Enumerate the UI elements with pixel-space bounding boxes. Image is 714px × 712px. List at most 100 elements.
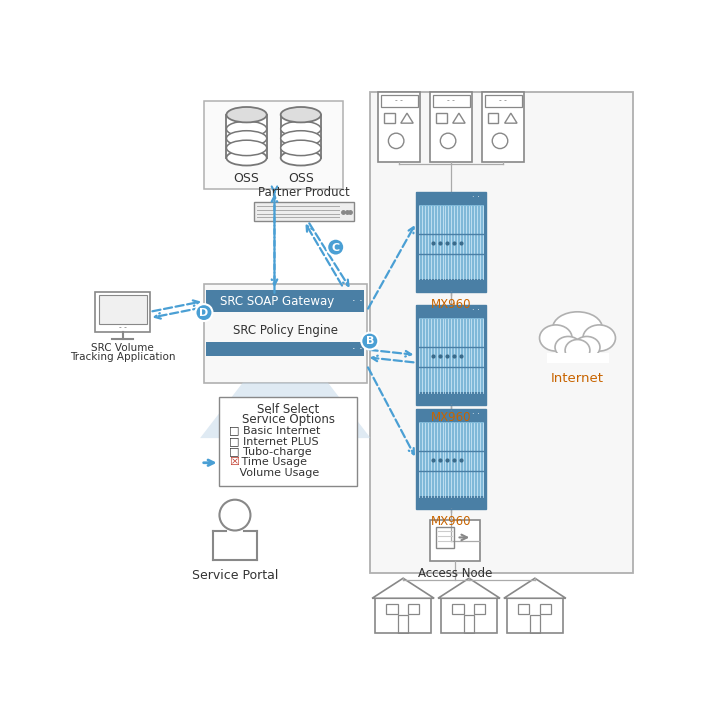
Ellipse shape bbox=[540, 325, 572, 351]
Polygon shape bbox=[372, 578, 434, 598]
Ellipse shape bbox=[226, 131, 267, 146]
Ellipse shape bbox=[583, 325, 615, 351]
Ellipse shape bbox=[226, 121, 267, 137]
Ellipse shape bbox=[553, 312, 603, 344]
Bar bbox=[416, 315, 486, 394]
Text: Access Node: Access Node bbox=[418, 567, 492, 580]
Ellipse shape bbox=[281, 121, 321, 137]
Text: Volume Usage: Volume Usage bbox=[228, 468, 319, 478]
Text: MX960: MX960 bbox=[431, 298, 471, 311]
Bar bbox=[253, 202, 354, 221]
Bar bbox=[281, 115, 321, 158]
Ellipse shape bbox=[281, 107, 321, 122]
Bar bbox=[416, 409, 486, 419]
Bar bbox=[416, 305, 486, 315]
Bar bbox=[416, 419, 486, 498]
Bar bbox=[464, 615, 473, 633]
Bar bbox=[540, 604, 551, 614]
Text: B: B bbox=[366, 337, 374, 347]
Text: ☒: ☒ bbox=[228, 457, 238, 467]
Bar bbox=[386, 604, 398, 614]
Bar bbox=[376, 598, 431, 633]
Polygon shape bbox=[438, 578, 500, 598]
Bar bbox=[398, 615, 408, 633]
Bar bbox=[433, 95, 470, 107]
Text: Internet: Internet bbox=[551, 372, 604, 385]
Bar bbox=[416, 498, 486, 509]
Text: □ Basic Internet: □ Basic Internet bbox=[228, 425, 320, 435]
Bar bbox=[431, 92, 472, 162]
Text: SRC Volume: SRC Volume bbox=[91, 342, 154, 352]
Bar bbox=[518, 604, 530, 614]
Bar bbox=[507, 598, 563, 633]
Ellipse shape bbox=[573, 337, 600, 358]
Text: · ·: · · bbox=[352, 296, 363, 306]
Bar bbox=[416, 305, 486, 405]
Bar bbox=[482, 92, 524, 162]
Text: · ·: · · bbox=[472, 409, 480, 419]
Text: MX960: MX960 bbox=[431, 411, 471, 424]
Bar bbox=[488, 113, 498, 123]
Text: D: D bbox=[199, 308, 208, 318]
Bar bbox=[485, 95, 522, 107]
Text: - -: - - bbox=[396, 96, 403, 105]
Bar bbox=[531, 615, 540, 633]
Text: SRC Policy Engine: SRC Policy Engine bbox=[233, 324, 338, 337]
Bar bbox=[204, 101, 343, 189]
Ellipse shape bbox=[226, 150, 267, 165]
Bar bbox=[416, 394, 486, 405]
Text: MX960: MX960 bbox=[431, 515, 471, 528]
Polygon shape bbox=[200, 382, 371, 438]
Text: · ·: · · bbox=[472, 305, 480, 315]
Circle shape bbox=[361, 333, 378, 350]
Bar bbox=[416, 409, 486, 509]
Polygon shape bbox=[504, 578, 566, 598]
Bar bbox=[418, 318, 483, 392]
Text: OSS: OSS bbox=[233, 172, 259, 184]
Text: · ·: · · bbox=[352, 344, 363, 354]
Bar bbox=[418, 205, 483, 278]
Text: - -: - - bbox=[447, 96, 455, 105]
Bar bbox=[416, 192, 486, 202]
Bar bbox=[436, 527, 453, 548]
Text: Time Usage: Time Usage bbox=[238, 457, 307, 467]
Bar bbox=[546, 353, 608, 362]
Ellipse shape bbox=[555, 337, 581, 358]
Bar bbox=[452, 604, 463, 614]
Bar bbox=[418, 422, 483, 496]
Text: C: C bbox=[331, 243, 340, 253]
Text: □ Tubo-charge: □ Tubo-charge bbox=[228, 446, 311, 456]
Text: Partner Product: Partner Product bbox=[258, 187, 350, 199]
Text: Service Portal: Service Portal bbox=[192, 569, 278, 582]
Bar bbox=[416, 281, 486, 292]
Text: Service Options: Service Options bbox=[242, 413, 335, 426]
Text: □ Internet PLUS: □ Internet PLUS bbox=[228, 436, 318, 446]
Circle shape bbox=[196, 304, 213, 321]
Bar bbox=[431, 520, 480, 560]
Bar bbox=[213, 530, 256, 560]
Bar bbox=[204, 284, 367, 382]
Ellipse shape bbox=[226, 107, 267, 122]
Circle shape bbox=[327, 239, 344, 256]
Bar bbox=[206, 342, 364, 356]
Text: OSS: OSS bbox=[288, 172, 313, 184]
Ellipse shape bbox=[226, 140, 267, 156]
Bar bbox=[370, 92, 633, 573]
Ellipse shape bbox=[281, 140, 321, 156]
Text: Tracking Application: Tracking Application bbox=[70, 352, 176, 362]
Bar bbox=[226, 115, 267, 158]
Text: - -: - - bbox=[499, 96, 507, 105]
Bar bbox=[99, 295, 146, 324]
Bar bbox=[441, 598, 497, 633]
Bar bbox=[219, 397, 358, 486]
Ellipse shape bbox=[565, 340, 590, 361]
Bar bbox=[416, 202, 486, 281]
Bar bbox=[381, 95, 418, 107]
Bar bbox=[436, 113, 446, 123]
Bar bbox=[206, 290, 364, 312]
Bar bbox=[378, 92, 420, 162]
Bar bbox=[473, 604, 486, 614]
Ellipse shape bbox=[281, 150, 321, 165]
Bar bbox=[408, 604, 419, 614]
Bar bbox=[383, 113, 395, 123]
